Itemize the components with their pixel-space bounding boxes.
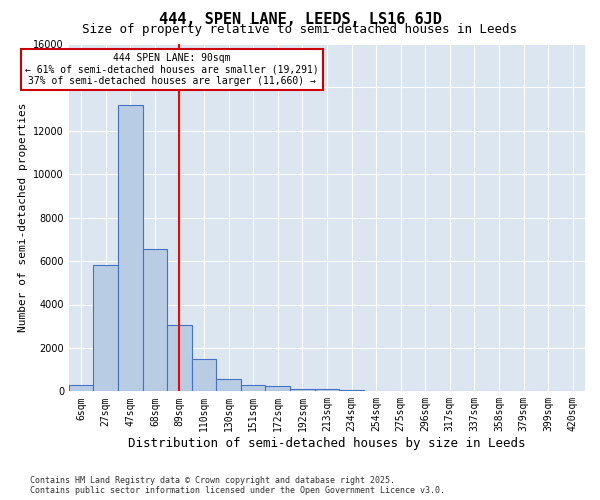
X-axis label: Distribution of semi-detached houses by size in Leeds: Distribution of semi-detached houses by … — [128, 437, 526, 450]
Y-axis label: Number of semi-detached properties: Number of semi-detached properties — [18, 103, 28, 332]
Bar — [143, 249, 167, 392]
Text: Size of property relative to semi-detached houses in Leeds: Size of property relative to semi-detach… — [83, 22, 517, 36]
Bar — [241, 385, 265, 392]
Bar — [314, 390, 339, 392]
Bar — [290, 388, 314, 392]
Bar — [69, 386, 94, 392]
Bar — [192, 359, 217, 392]
Text: 444 SPEN LANE: 90sqm
← 61% of semi-detached houses are smaller (19,291)
37% of s: 444 SPEN LANE: 90sqm ← 61% of semi-detac… — [25, 52, 319, 86]
Bar — [94, 266, 118, 392]
Bar — [339, 390, 364, 392]
Bar — [167, 325, 192, 392]
Bar — [265, 386, 290, 392]
Bar — [217, 378, 241, 392]
Bar — [118, 105, 143, 392]
Text: 444, SPEN LANE, LEEDS, LS16 6JD: 444, SPEN LANE, LEEDS, LS16 6JD — [158, 12, 442, 28]
Bar — [364, 390, 388, 392]
Text: Contains HM Land Registry data © Crown copyright and database right 2025.
Contai: Contains HM Land Registry data © Crown c… — [30, 476, 445, 495]
